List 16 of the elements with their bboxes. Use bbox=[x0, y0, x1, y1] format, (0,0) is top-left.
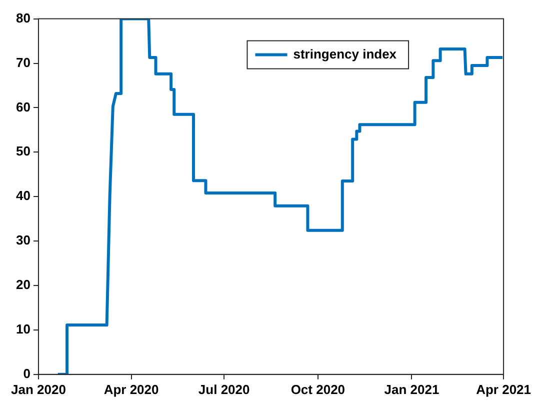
y-tick-label: 10 bbox=[16, 322, 30, 337]
y-tick-label: 20 bbox=[16, 277, 30, 292]
x-tick-label: Apr 2021 bbox=[476, 382, 531, 397]
y-tick-label: 60 bbox=[16, 99, 30, 114]
x-tick-label: Oct 2020 bbox=[290, 382, 346, 397]
x-tick-label: Jan 2020 bbox=[11, 382, 66, 397]
y-tick-label: 80 bbox=[16, 10, 30, 26]
y-tick-label: 40 bbox=[16, 188, 30, 204]
y-tick-label: 0 bbox=[23, 366, 30, 381]
y-tick-label: 30 bbox=[16, 232, 30, 248]
y-tick-label: 70 bbox=[16, 54, 30, 70]
x-tick-label: Apr 2020 bbox=[104, 382, 159, 397]
x-tick-label: Jul 2020 bbox=[198, 382, 250, 397]
legend-label: stringency index bbox=[293, 46, 398, 62]
y-tick-label: 50 bbox=[16, 144, 30, 159]
x-tick-label: Jan 2021 bbox=[384, 382, 440, 397]
